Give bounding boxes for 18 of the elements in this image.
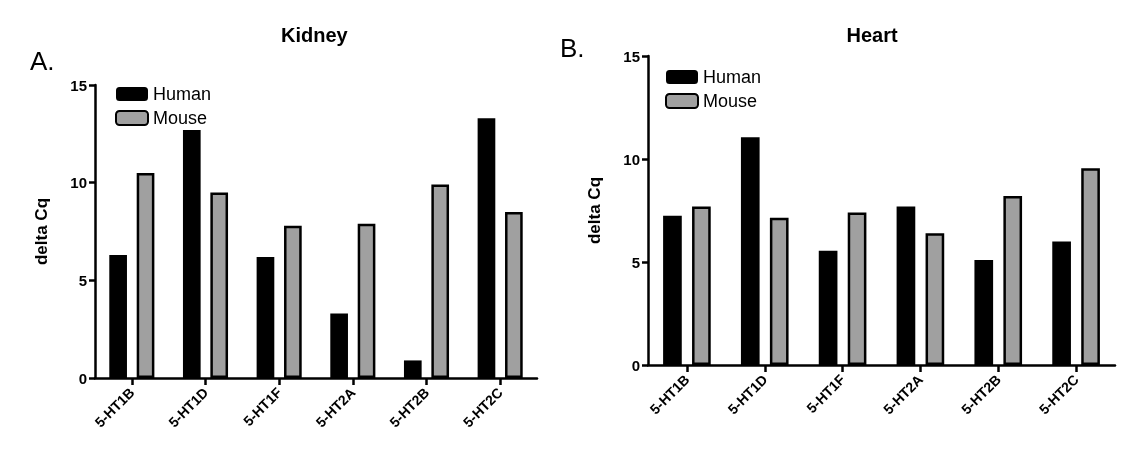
y-tick-label: 5 — [631, 253, 640, 271]
y-tick-label: 10 — [623, 150, 640, 168]
y-tick-label: 15 — [623, 47, 640, 65]
text: B. — [560, 33, 585, 63]
legend-label: Human — [153, 84, 212, 104]
legend-label: Mouse — [703, 91, 758, 111]
y-tick-label: 10 — [70, 174, 87, 192]
y-axis-title: delta Cq — [585, 176, 604, 245]
text: A. — [30, 46, 55, 76]
chart-title: Heart — [846, 24, 898, 46]
legend-label: Human — [703, 67, 762, 87]
y-axis-title: delta Cq — [32, 197, 51, 266]
y-tick-label: 15 — [70, 76, 87, 94]
legend-label: Mouse — [153, 108, 208, 128]
y-tick-label: 5 — [78, 271, 87, 289]
chart-title: Kidney — [281, 24, 349, 46]
y-tick-label: 0 — [631, 356, 640, 374]
y-tick-label: 0 — [78, 369, 87, 387]
